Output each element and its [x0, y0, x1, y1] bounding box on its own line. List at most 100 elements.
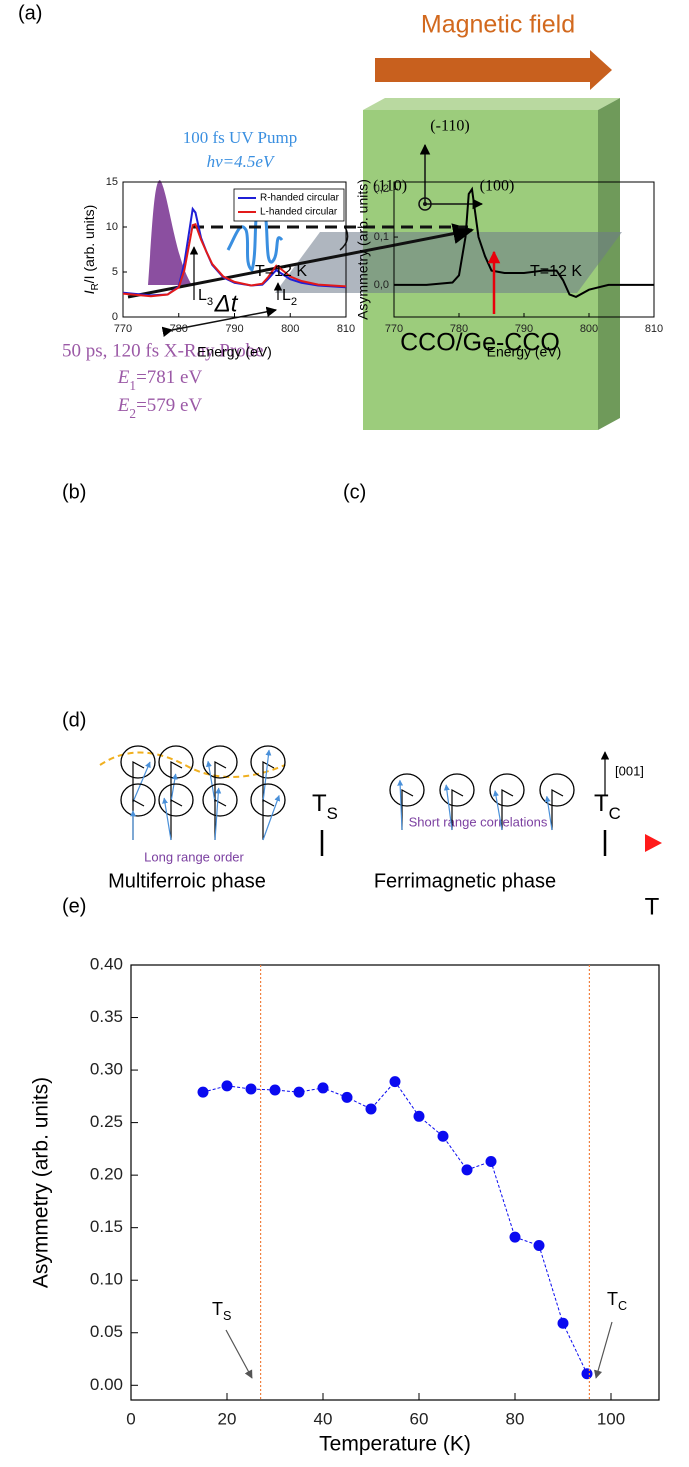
spin-cone [120, 783, 156, 817]
y-axis-label-main: I [81, 290, 97, 294]
x-tick-label: 100 [597, 1409, 625, 1428]
schematic [127, 50, 622, 430]
panel-label: (b) [62, 481, 86, 503]
spin-arrow [443, 784, 453, 831]
edge-label-sub: 3 [207, 296, 213, 308]
spin-arrow [214, 787, 222, 841]
crystal-axis: (100) [480, 178, 515, 195]
order-label: Long range order [144, 849, 244, 864]
pump-label: 100 fs UV Pump [183, 128, 297, 147]
edge-label-sub: 2 [291, 296, 297, 308]
y-tick-label: 0.35 [90, 1007, 123, 1026]
x-tick-label: 60 [410, 1409, 429, 1428]
data-point [413, 1110, 425, 1122]
pump-energy: hν=4.5eV [207, 152, 276, 171]
spin-cone-edge [214, 798, 227, 840]
temperature-axis-head [645, 834, 662, 852]
data-point [389, 1076, 401, 1088]
probe-label: 50 ps, 120 fs X-Ray Probe [62, 340, 264, 361]
y-tick-label: 5 [112, 266, 118, 278]
spin-arrow [205, 760, 216, 803]
y-tick-label: 0.30 [90, 1060, 123, 1079]
x-tick-label: 810 [645, 323, 663, 335]
data-point [245, 1083, 257, 1095]
transition-label: TS [212, 1299, 231, 1324]
x-tick-label: 80 [506, 1409, 525, 1428]
probe-energy-sub: 2 [129, 406, 136, 421]
spin-cone [489, 773, 525, 807]
x-tick-label: 0 [126, 1409, 135, 1428]
transition-arrow [594, 1321, 613, 1379]
order-label: Short range correlations [409, 814, 548, 829]
data-point [293, 1086, 305, 1098]
x-tick-label: 40 [314, 1409, 333, 1428]
spin-cone [202, 745, 238, 779]
transition-label: TS [312, 790, 338, 823]
spin-cone-edge [551, 788, 564, 830]
data-point [341, 1091, 353, 1103]
data-point [581, 1368, 593, 1380]
transition-arrow [225, 1329, 253, 1379]
data-point [509, 1231, 521, 1243]
annotation: T=12 K [530, 263, 582, 280]
field-label: Magnetic field [421, 11, 575, 39]
data-point [365, 1103, 377, 1115]
spin-cone [539, 773, 575, 807]
delay-label: Δt [214, 290, 239, 317]
transition-label: TC [594, 790, 621, 823]
spin-arrow [262, 794, 281, 841]
probe-energy-main: E [117, 395, 130, 416]
spin-cone-edge [262, 760, 275, 802]
delay-arrow [161, 306, 278, 337]
legend-label: R-handed circular [260, 193, 340, 204]
y-tick-label: 0.40 [90, 954, 123, 973]
data-point [317, 1082, 329, 1094]
edge-label: L3 [198, 287, 213, 308]
spin-cone-edge [170, 798, 183, 840]
spin-cone-edge [262, 798, 275, 840]
spin-arrow [262, 749, 272, 803]
axis-out [418, 197, 432, 211]
plot-frame [130, 964, 660, 1401]
line-series [394, 186, 654, 298]
y-tick-label: 0.15 [90, 1217, 123, 1236]
x-tick-label: 780 [450, 323, 468, 335]
probe-energy: E1=781 eV [117, 367, 203, 392]
spin-cone-edge [132, 798, 145, 840]
x-tick-label: 780 [170, 323, 188, 335]
transition-label: TC [607, 1289, 627, 1314]
y-tick-label: 0 [112, 311, 118, 323]
x-tick-label: 770 [385, 323, 403, 335]
spin-cone [389, 773, 425, 807]
y-tick-label: 0,2 [374, 183, 389, 195]
phase-diagram [65, 751, 662, 856]
probe-energy: E2=579 eV [117, 395, 203, 420]
data-point [533, 1240, 545, 1252]
y-axis-label: Asymmetry (arb. units) [355, 179, 371, 320]
panel-label: (d) [62, 709, 86, 731]
y-axis-label: IR/I (arb. units) [81, 205, 101, 295]
spin-cone-edge [214, 760, 227, 802]
legend-box [233, 188, 345, 222]
spin-arrow [493, 790, 503, 831]
probe-pulse [148, 180, 192, 285]
edge-label-main: L [198, 287, 207, 304]
y-tick-label: 15 [106, 176, 118, 188]
x-tick-label: 800 [281, 323, 299, 335]
y-tick-label: 0.05 [90, 1322, 123, 1341]
x-axis-label: Energy (eV) [487, 344, 562, 360]
probe-energy-sub: 1 [129, 378, 136, 393]
pump-pulse [226, 203, 284, 273]
transition-label-main: T [594, 790, 609, 817]
crystal-axis: (-110) [430, 118, 469, 135]
spin-arrow [132, 761, 151, 803]
y-tick-label: 0,1 [374, 231, 389, 243]
data-point [485, 1155, 497, 1167]
spin-cone [250, 745, 286, 779]
y-tick-label: 0.10 [90, 1270, 123, 1289]
line-series [122, 223, 347, 298]
data-point [437, 1130, 449, 1142]
spin-arrow [397, 779, 404, 831]
